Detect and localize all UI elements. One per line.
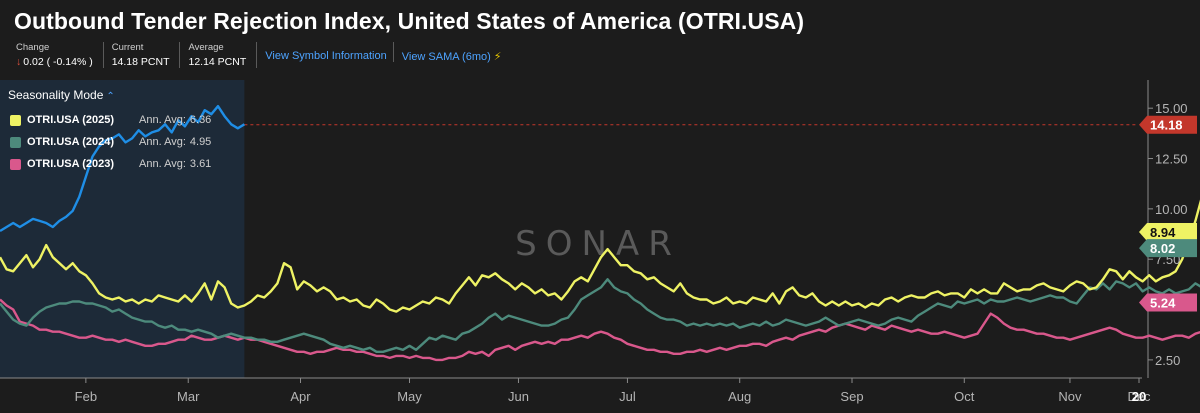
x-tick-label: Apr: [290, 389, 311, 404]
y-tick-label: 15.00: [1155, 101, 1188, 116]
current-period-shading: [0, 80, 245, 378]
average-stat: Average 12.14 PCNT: [188, 42, 258, 68]
average-value: 12.14 PCNT: [188, 56, 247, 68]
change-label: Change: [16, 42, 50, 53]
end-tag-2023-bg: [1139, 293, 1197, 312]
current-value-tag-text: 14.18: [1150, 118, 1183, 133]
current-value-tag-bg: [1139, 115, 1197, 134]
legend-avg-value-2025: 6.36: [189, 114, 212, 126]
series-line-otri-usa-current-: [0, 104, 246, 233]
x-tick-label: Sep: [840, 389, 863, 404]
y-tick-label: 2.50: [1155, 353, 1180, 368]
series-line-otri-usa-2025-: [0, 199, 1200, 313]
legend-name-2025: OTRI.USA (2025): [27, 114, 115, 126]
chevron-up-icon: ⌃: [106, 91, 115, 102]
x-tick-label: Jun: [508, 389, 529, 404]
legend-avg-2025: Ann. Avg: 6.36: [135, 114, 211, 126]
current-stat: Current 14.18 PCNT: [112, 42, 181, 68]
view-sama-link[interactable]: View SAMA (6mo) ⚡: [402, 42, 508, 63]
sama-sparkle-icon: ⚡: [493, 51, 502, 63]
legend-swatch-2024: [10, 136, 21, 148]
change-value: 0.02 ( -0.14% ): [23, 56, 93, 68]
legend-name-2024: OTRI.USA (2024): [27, 136, 115, 148]
legend-avg-2023: Ann. Avg: 3.61: [135, 158, 211, 170]
view-symbol-info-link[interactable]: View Symbol Information: [265, 42, 394, 62]
legend-swatch-2023: [10, 158, 21, 170]
legend-avg-label-2024: Ann. Avg:: [139, 136, 186, 148]
chart-legend: OTRI.USA (2025) Ann. Avg: 6.36 OTRI.USA (…: [10, 109, 211, 175]
change-stat: Change ↓ 0.02 ( -0.14% ): [16, 42, 104, 68]
down-arrow-icon: ↓: [16, 56, 22, 68]
legend-name-2023: OTRI.USA (2023): [27, 158, 115, 170]
legend-item-2024[interactable]: OTRI.USA (2024) Ann. Avg: 4.95: [10, 131, 211, 153]
end-tag-2024-bg: [1139, 239, 1197, 258]
series-line-otri-usa-2024-: [0, 278, 1200, 353]
series-line-otri-usa-2023-: [0, 298, 1200, 362]
x-tick-label: Mar: [177, 389, 200, 404]
x-tick-label: 20: [1132, 389, 1146, 404]
legend-item-2025[interactable]: OTRI.USA (2025) Ann. Avg: 6.36: [10, 109, 211, 131]
page-title: Outbound Tender Rejection Index, United …: [14, 8, 805, 34]
current-label: Current: [111, 42, 144, 53]
legend-swatch-2025: [10, 114, 21, 126]
end-tag-2025-text: 8.94: [1150, 225, 1176, 240]
legend-avg-2024: Ann. Avg: 4.95: [135, 136, 211, 148]
x-tick-label: May: [397, 389, 422, 404]
sonar-watermark: SONAR: [515, 224, 681, 264]
seasonality-mode-toggle[interactable]: Seasonality Mode ⌃: [8, 88, 115, 102]
end-tag-2025-bg: [1139, 223, 1197, 242]
legend-avg-value-2024: 4.95: [189, 136, 212, 148]
y-tick-label: 10.00: [1155, 202, 1188, 217]
x-tick-label: Feb: [75, 389, 97, 404]
seasonality-mode-label: Seasonality Mode: [8, 88, 104, 102]
legend-avg-label-2023: Ann. Avg:: [139, 158, 186, 170]
x-tick-label: Aug: [728, 389, 751, 404]
x-tick-label: Nov: [1058, 389, 1082, 404]
end-tag-2023-text: 5.24: [1150, 296, 1176, 311]
end-tag-2024-text: 8.02: [1150, 241, 1175, 256]
legend-avg-label-2025: Ann. Avg:: [139, 114, 186, 126]
x-tick-label: Dec: [1127, 389, 1151, 404]
current-value: 14.18 PCNT: [111, 56, 170, 68]
legend-avg-value-2023: 3.61: [189, 158, 212, 170]
x-tick-label: Jul: [619, 389, 636, 404]
change-value-row: ↓ 0.02 ( -0.14% ): [16, 56, 93, 68]
y-tick-label: 12.50: [1155, 152, 1188, 167]
view-sama-label: View SAMA (6mo): [401, 51, 491, 63]
average-label: Average: [188, 42, 224, 53]
symbol-stats-bar: Change ↓ 0.02 ( -0.14% ) Current 14.18 PC…: [16, 42, 516, 68]
legend-item-2023[interactable]: OTRI.USA (2023) Ann. Avg: 3.61: [10, 153, 211, 175]
x-tick-label: Oct: [954, 389, 975, 404]
